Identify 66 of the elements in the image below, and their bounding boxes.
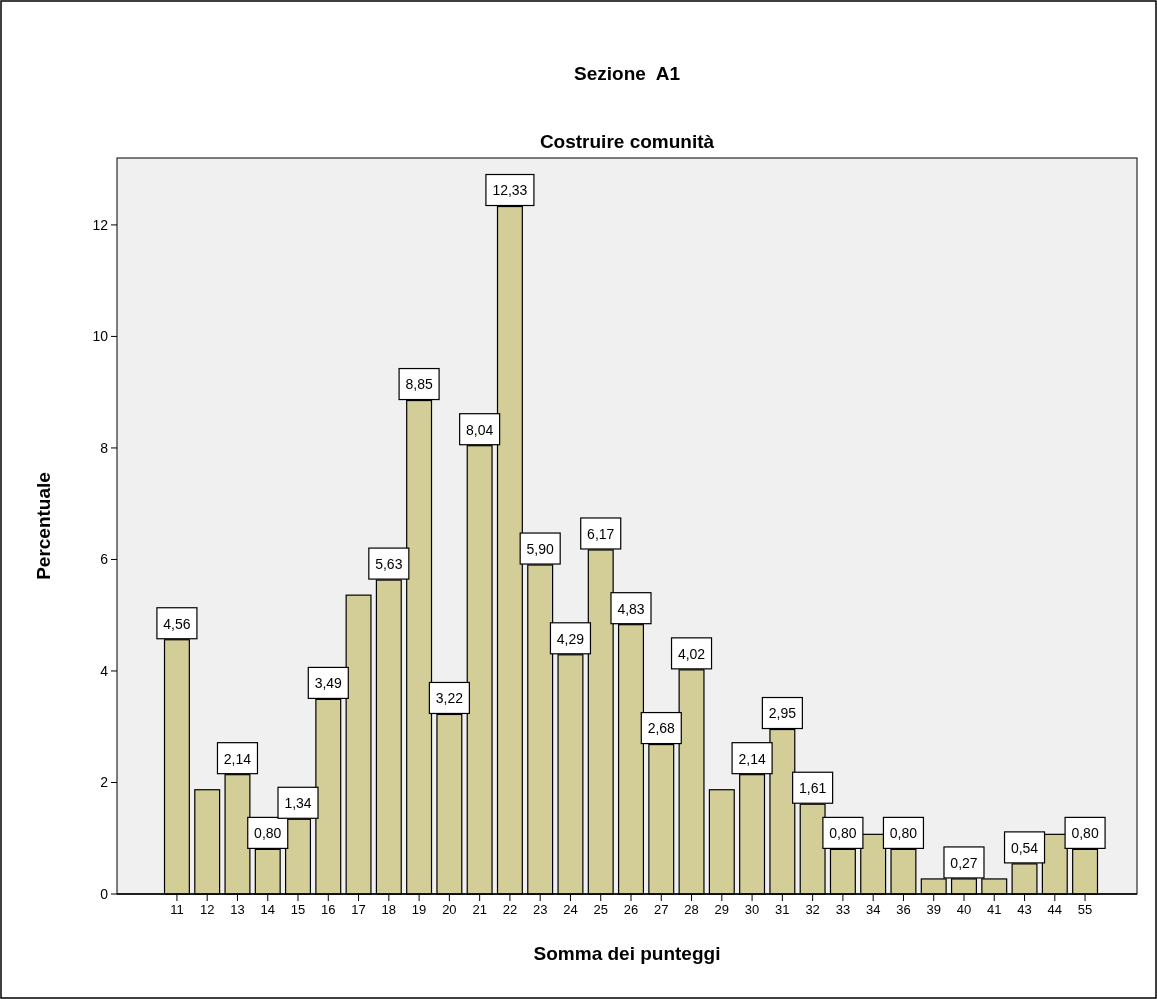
data-label: 0,54 [1010, 839, 1039, 856]
x-tick-label: 21 [472, 902, 487, 917]
x-tick-label: 30 [744, 902, 760, 917]
data-label: 0,80 [254, 825, 282, 842]
x-tick-label: 19 [411, 902, 427, 917]
y-tick-label: 6 [100, 551, 109, 568]
x-tick-label: 16 [321, 902, 336, 917]
y-tick-label: 0 [100, 885, 109, 902]
data-label: 6,17 [587, 525, 615, 542]
x-tick-label: 12 [199, 902, 215, 917]
x-tick-label: 33 [835, 902, 851, 917]
x-tick-label: 27 [654, 902, 669, 917]
x-tick-label: 26 [623, 902, 639, 917]
y-tick-label: 4 [100, 662, 109, 679]
x-tick-label: 18 [381, 902, 397, 917]
x-tick-label: 14 [260, 902, 275, 917]
chart-subtitle: Costruire comunità [539, 131, 715, 152]
x-tick-label: 24 [563, 902, 578, 917]
data-label: 1,34 [284, 795, 312, 812]
x-tick-label: 23 [532, 902, 548, 917]
data-label: 0,80 [829, 825, 857, 842]
x-tick-label: 28 [684, 902, 699, 917]
data-label: 8,04 [466, 421, 494, 438]
data-label: 3,49 [314, 675, 343, 692]
x-tick-label: 32 [805, 902, 820, 917]
x-axis-title: Somma dei punteggi [533, 943, 721, 964]
x-tick-label: 17 [351, 902, 366, 917]
x-tick-label: 13 [230, 902, 245, 917]
data-label: 0,27 [950, 854, 978, 871]
x-tick-label: 29 [714, 902, 730, 917]
x-tick-label: 11 [170, 902, 184, 917]
x-tick-label: 20 [442, 902, 457, 917]
x-tick-label: 55 [1077, 902, 1093, 917]
data-label: 8,85 [405, 376, 433, 393]
data-label: 5,90 [526, 540, 555, 557]
x-tick-label: 44 [1047, 902, 1063, 917]
data-label: 2,95 [768, 705, 797, 722]
y-tick-label: 2 [100, 774, 109, 791]
y-tick-label: 10 [92, 328, 109, 345]
data-label: 4,29 [556, 630, 585, 647]
y-tick-label: 8 [100, 439, 109, 456]
x-tick-label: 39 [926, 902, 941, 917]
data-label: 2,68 [647, 720, 676, 737]
data-label: 2,14 [223, 750, 252, 767]
x-tick-label: 25 [593, 902, 608, 917]
x-tick-label: 22 [502, 902, 518, 917]
chart-title: Sezione A1 [574, 63, 681, 84]
data-label: 0,80 [1071, 825, 1099, 842]
data-label: 0,80 [889, 825, 918, 842]
data-label: 1,61 [799, 780, 827, 797]
data-label: 4,02 [677, 645, 706, 662]
y-tick-label: 12 [92, 216, 109, 233]
x-tick-label: 15 [290, 902, 306, 917]
data-label: 12,33 [492, 182, 528, 199]
y-axis-title: Percentuale [33, 472, 54, 580]
x-tick-label: 34 [865, 902, 881, 917]
data-label: 4,56 [163, 615, 191, 632]
data-label: 4,83 [617, 600, 645, 617]
x-tick-label: 41 [987, 902, 1002, 917]
data-label: 3,22 [435, 690, 464, 707]
data-label: 5,63 [375, 555, 403, 572]
x-tick-label: 36 [896, 902, 911, 917]
x-tick-label: 40 [956, 902, 972, 917]
x-tick-label: 43 [1017, 902, 1032, 917]
x-tick-label: 31 [775, 902, 790, 917]
data-label: 2,14 [738, 750, 766, 767]
